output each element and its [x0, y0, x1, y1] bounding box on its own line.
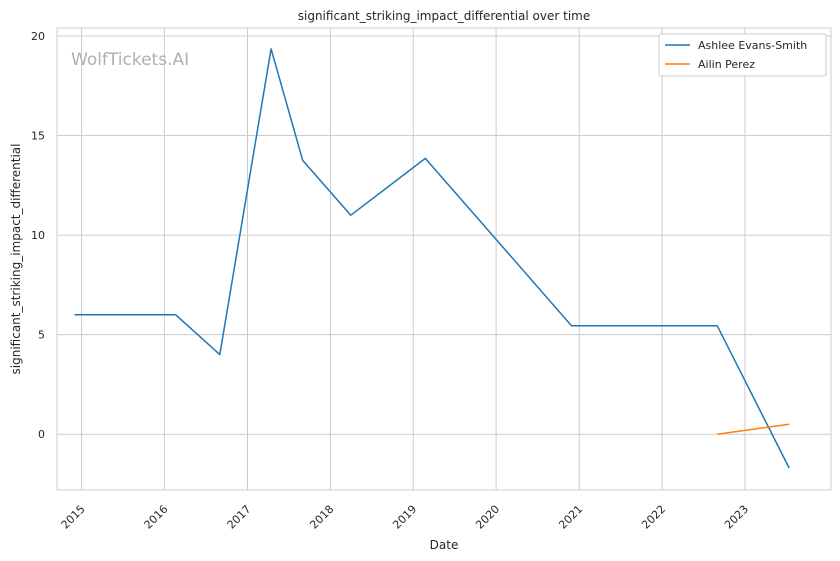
plot-area — [56, 27, 832, 491]
x-tick-label: 2018 — [307, 503, 336, 532]
series-line-ashlee-evans-smith — [74, 48, 790, 469]
x-tick-label: 2022 — [639, 503, 668, 532]
y-axis-label: significant_striking_impact_differential — [9, 144, 23, 375]
legend-label-ailin-perez: Ailin Perez — [698, 58, 755, 71]
x-gridlines — [81, 28, 746, 490]
watermark: WolfTickets.AI — [71, 50, 189, 70]
legend: Ashlee Evans-Smith Ailin Perez — [658, 33, 827, 77]
x-tick-label: 2023 — [722, 503, 751, 532]
x-tick-label: 2015 — [59, 503, 88, 532]
x-tick-label: 2021 — [556, 503, 585, 532]
x-tick-label: 2017 — [225, 503, 254, 532]
series-layer — [74, 48, 790, 469]
x-axis-label: Date — [430, 538, 459, 552]
x-tick-label: 2020 — [473, 503, 502, 532]
x-tick-label: 2016 — [142, 503, 171, 532]
chart-title: significant_striking_impact_differential… — [298, 9, 590, 23]
series-line-ailin-perez — [717, 423, 790, 435]
y-tick-label: 10 — [31, 229, 45, 242]
y-tick-label: 5 — [38, 329, 45, 342]
legend-box — [658, 33, 827, 77]
legend-label-ashlee-evans-smith: Ashlee Evans-Smith — [698, 39, 807, 52]
y-tick-label: 15 — [31, 130, 45, 143]
y-tick-label: 20 — [31, 30, 45, 43]
y-tick-labels: 0 5 10 15 20 — [31, 30, 45, 441]
y-tick-label: 0 — [38, 428, 45, 441]
x-tick-label: 2019 — [390, 503, 419, 532]
x-tick-labels: 2015 2016 2017 2018 2019 2020 2021 2022 2023 — [59, 503, 751, 532]
